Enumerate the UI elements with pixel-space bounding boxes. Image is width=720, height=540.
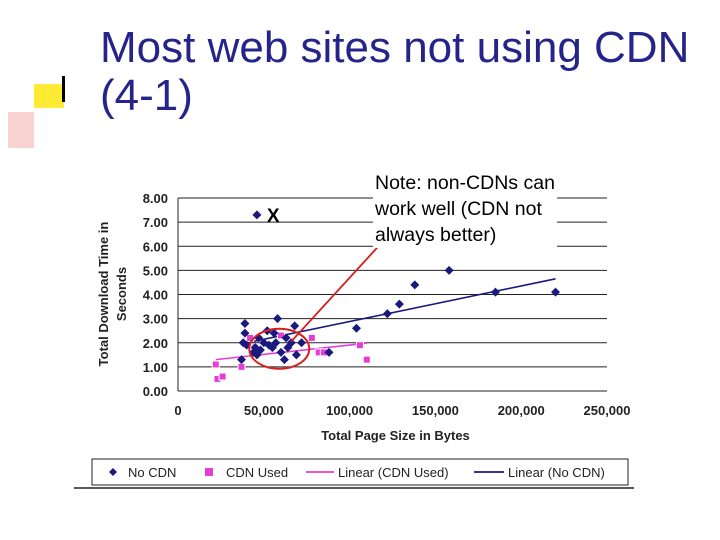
y-tick-label: 8.00 (143, 191, 168, 206)
x-axis-title: Total Page Size in Bytes (321, 428, 470, 443)
data-point-no-cdn (276, 347, 286, 357)
data-point-no-cdn (291, 350, 301, 360)
data-point-no-cdn (394, 299, 404, 309)
y-axis-title: Total Download Time in Seconds (96, 222, 129, 367)
y-tick-label: 6.00 (143, 239, 168, 254)
slide-title-line-2: (4-1) (100, 71, 193, 120)
data-point-cdn-used (218, 372, 227, 381)
x-tick-label: 150,000 (412, 403, 459, 418)
data-point-no-cdn (255, 345, 265, 355)
note-line-2: work well (CDN not (375, 198, 542, 220)
decorative-bar (62, 76, 65, 102)
data-point-no-cdn (269, 328, 279, 338)
y-tick-label: 2.00 (143, 336, 168, 351)
data-point-cdn-used (362, 355, 371, 364)
legend-label-linear-no-cdn: Linear (No CDN) (508, 465, 605, 480)
data-point-no-cdn (490, 287, 500, 297)
trendline-no-cdn (241, 278, 556, 345)
legend-label-cdn-used: CDN Used (226, 465, 288, 480)
decorative-pink-square (8, 112, 34, 148)
data-point-cdn-used (211, 360, 220, 369)
highlight-circle (248, 327, 311, 370)
data-point-no-cdn (290, 321, 300, 331)
data-point-no-cdn (551, 287, 561, 297)
slide-title: Most web sites not using CDN (4-1) (100, 24, 689, 120)
annotation-arrow (290, 237, 387, 343)
y-tick-label: 7.00 (143, 215, 168, 230)
data-point-no-cdn (273, 314, 283, 324)
x-marker-label: X (267, 206, 280, 227)
legend-label-no-cdn: No CDN (128, 465, 176, 480)
y-tick-label: 0.00 (143, 384, 168, 399)
legend-marker-no-cdn (109, 468, 117, 476)
data-point-no-cdn (271, 338, 281, 348)
note-line-1: Note: non-CDNs can (375, 172, 555, 194)
data-point-cdn-used (307, 333, 316, 342)
note-line-3: always better) (375, 224, 497, 246)
legend-label-linear-cdn-used: Linear (CDN Used) (338, 465, 449, 480)
data-point-no-cdn (297, 338, 307, 348)
x-tick-label: 50,000 (244, 403, 284, 418)
y-tick-label: 3.00 (143, 312, 168, 327)
x-tick-label: 200,000 (498, 403, 545, 418)
data-point-no-cdn (286, 338, 296, 348)
legend-box (91, 458, 629, 486)
data-point-no-cdn (351, 323, 361, 333)
data-point-no-cdn (281, 333, 291, 343)
y-tick-label: 1.00 (143, 360, 168, 375)
data-point-no-cdn (410, 280, 420, 290)
data-point-no-cdn (252, 210, 262, 220)
legend-marker-cdn-used (205, 468, 213, 476)
data-point-no-cdn (240, 328, 250, 338)
y-axis-title-line-2: Seconds (114, 267, 129, 321)
y-tick-label: 5.00 (143, 263, 168, 278)
data-point-no-cdn (240, 318, 250, 328)
y-axis-title-line-1: Total Download Time in (96, 222, 111, 367)
x-tick-label: 250,000 (584, 403, 631, 418)
x-tick-label: 100,000 (326, 403, 373, 418)
y-tick-label: 4.00 (143, 288, 168, 303)
slide-title-line-1: Most web sites not using CDN (100, 23, 690, 72)
data-point-cdn-used (355, 341, 364, 350)
data-point-no-cdn (382, 309, 392, 319)
data-point-no-cdn (444, 265, 454, 275)
x-tick-label: 0 (174, 403, 181, 418)
decorative-yellow-square (34, 84, 64, 108)
note-annotation: Note: non-CDNs can work well (CDN not al… (373, 170, 557, 248)
data-point-no-cdn (236, 355, 246, 365)
data-point-no-cdn (279, 355, 289, 365)
data-point-no-cdn (324, 347, 334, 357)
data-point-cdn-used (237, 362, 246, 371)
